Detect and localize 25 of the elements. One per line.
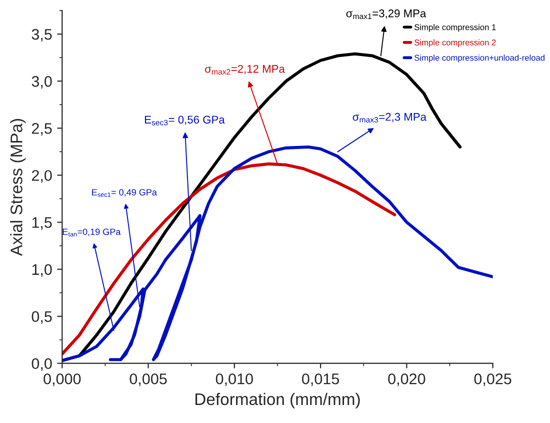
- legend-label: Simple compression 1: [414, 24, 496, 32]
- annotation: σ$_{max1}$=3,29 MPa: [346, 9, 426, 20]
- x-tick-label: 0,025: [474, 373, 512, 386]
- annotation: E$_{sec1}$= 0,49 GPa: [92, 189, 157, 197]
- y-tick-label: 0,5: [32, 311, 52, 324]
- x-tick-label: 0,020: [388, 373, 426, 386]
- y-tick-label: 3,5: [32, 28, 52, 42]
- annotation: E$_{sec3}$= 0,56 GPa: [144, 116, 225, 126]
- y-tick-label: 3,0: [32, 76, 52, 89]
- annotation: σ$_{max3}$=2,3 MPa: [352, 112, 426, 123]
- x-tick-label: 0,010: [216, 373, 253, 386]
- legend-label: Simple compression+unload-reload: [414, 54, 544, 62]
- annotation: E$_{tan}$=0,19 GPa: [62, 228, 121, 236]
- y-tick-label: 2,5: [32, 123, 52, 136]
- x-tick-label: 0,005: [130, 373, 167, 386]
- legend-label: Simple compression 2: [414, 39, 496, 48]
- x-tick-label: 0,015: [302, 373, 340, 386]
- x-axis-title: Deformation (mm/mm): [196, 392, 360, 408]
- y-axis-title: Axial Stress (MPa): [10, 119, 26, 256]
- x-tick-label: 0,000: [44, 373, 81, 386]
- y-tick-label: 2,0: [32, 170, 52, 183]
- annotation: σ$_{max2}$=2,12 MPa: [205, 64, 285, 75]
- y-tick-label: 1,0: [32, 264, 52, 277]
- y-tick-label: 1,5: [32, 217, 52, 230]
- y-tick-label: 0,0: [32, 358, 52, 371]
